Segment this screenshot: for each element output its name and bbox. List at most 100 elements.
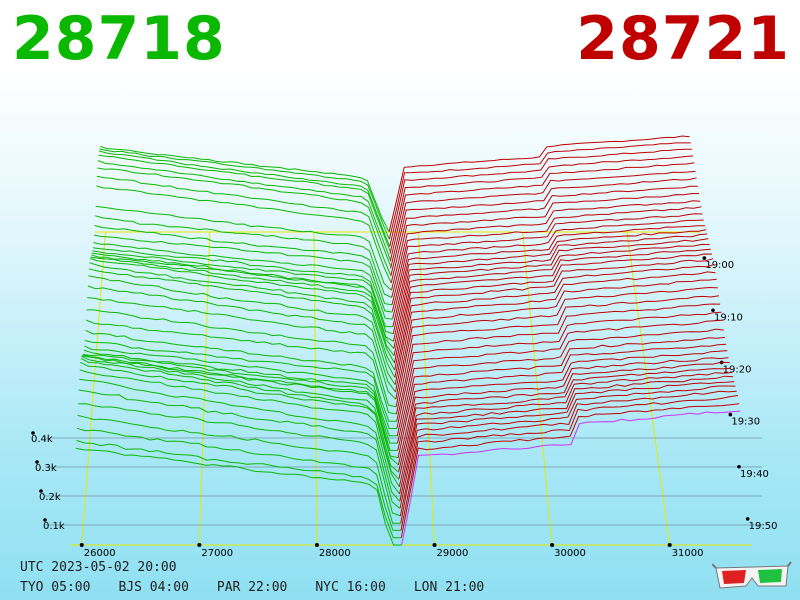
ask-depth-line (397, 343, 727, 458)
time-tick-label: 19:10 (714, 312, 743, 323)
time-tick-dot (702, 256, 707, 260)
bid-depth-line (88, 268, 396, 378)
ask-depth-line (390, 185, 698, 284)
ask-depth-line (391, 193, 700, 291)
ask-depth-line (393, 238, 709, 349)
bid-depth-line (76, 427, 401, 531)
ask-depth-line (388, 142, 691, 240)
bid-depth-line (80, 361, 400, 488)
depth-tick-dot (31, 431, 35, 435)
ask-depth-line (391, 206, 702, 305)
ask-depth-line (394, 253, 713, 371)
depth-tick-label: 0.1k (43, 521, 65, 532)
ask-depth-line (395, 295, 720, 415)
ask-depth-line (398, 367, 731, 487)
bid-depth-line (85, 329, 397, 422)
grid-line-x (198, 231, 211, 546)
ask-depth-line (393, 233, 708, 342)
bid-depth-line (85, 319, 397, 415)
bid-depth-line (100, 146, 390, 233)
price-tick-label: 28000 (319, 548, 351, 559)
ask-depth-line (395, 286, 718, 407)
ask-depth-line (392, 229, 707, 335)
depth-tick-label: 0.4k (31, 434, 53, 445)
depth-tick-label: 0.2k (39, 492, 61, 503)
timezone-tyo: TYO 05:00 (20, 580, 91, 595)
bid-depth-line (92, 250, 394, 335)
bid-depth-line (96, 185, 392, 284)
bid-depth-line (99, 148, 390, 240)
price-tick-label: 29000 (437, 548, 469, 559)
ask-depth-line (395, 278, 717, 400)
ask-depth-line (388, 135, 690, 232)
bid-depth-line (98, 150, 391, 247)
bid-depth-line (78, 403, 401, 517)
bid-depth-line (87, 297, 397, 400)
price-tick-dot (550, 543, 555, 547)
bid-depth-line (96, 175, 392, 276)
ask-depth-line (394, 264, 715, 385)
time-tick-dot (745, 517, 750, 521)
ask-depth-line (397, 328, 724, 444)
bid-depth-line (97, 160, 391, 260)
timezone-list: TYO 05:00 BJS 04:00 PAR 22:00 NYC 16:00 … (20, 580, 512, 595)
ask-depth-line (393, 248, 711, 364)
bid-depth-line (77, 414, 401, 524)
bid-depth-line (93, 242, 393, 320)
price-tick-label: 26000 (84, 548, 116, 559)
price-tick-label: 30000 (554, 548, 586, 559)
bid-depth-line (82, 355, 399, 466)
bid-depth-line (90, 256, 395, 357)
bid-depth-line (83, 354, 398, 451)
bid-depth-line (84, 345, 398, 437)
timezone-par: PAR 22:00 (216, 580, 288, 595)
ask-depth-line (391, 200, 701, 298)
bid-depth-line (94, 225, 393, 306)
bid-depth-line (88, 275, 396, 386)
bid-depth-line (79, 369, 401, 495)
bid-depth-line (79, 378, 401, 502)
time-tick-label: 19:40 (740, 469, 769, 480)
ask-depth-line (401, 410, 741, 546)
bid-depth-line (75, 447, 402, 546)
bid-depth-line (93, 234, 393, 313)
price-tick-dot (79, 543, 84, 547)
bid-depth-line (89, 257, 395, 364)
bid-depth-line (76, 439, 402, 539)
depth-chart: 0.1k 0.2k 0.3k 0.4k 26000 27000 28000 29000 3000… (31, 135, 778, 559)
time-tick-label: 19:50 (749, 521, 778, 532)
bid-depth-line (94, 215, 393, 298)
ask-depth-line (400, 403, 740, 538)
timezone-lon: LON 21:00 (413, 580, 485, 595)
3d-glasses-icon[interactable] (712, 560, 792, 592)
depth-tick-dot (43, 518, 47, 522)
price-tick-dot (197, 543, 202, 547)
grid-line-x (81, 231, 106, 546)
ask-depth-line (400, 395, 738, 531)
grid-line-x (417, 231, 436, 546)
bid-depth-line (78, 389, 401, 509)
bid-depth-line (89, 262, 396, 371)
timezone-nyc: NYC 16:00 (315, 580, 386, 595)
time-tick-dot (728, 412, 733, 417)
time-tick-dot (711, 308, 715, 313)
ask-depth-line (389, 162, 695, 262)
bid-depth-line (91, 254, 395, 349)
ask-depth-line (397, 336, 725, 451)
bid-depth-line (98, 154, 391, 252)
price-tick-dot (314, 543, 319, 547)
grid-line-x (313, 231, 318, 546)
price-tick-dot (667, 543, 672, 547)
ask-depth-line (399, 385, 736, 516)
time-tick-label: 19:30 (731, 417, 760, 428)
ask-depth-line (398, 357, 729, 472)
ask-depth-line (392, 225, 705, 327)
ask-depth-line (395, 271, 716, 392)
ask-depth-line (390, 177, 697, 276)
ask-depth-line (397, 350, 728, 465)
timezone-bjs: BJS 04:00 (118, 580, 189, 595)
bid-price: 28718 (12, 4, 226, 74)
ask-depth-line (394, 258, 714, 378)
price-tick-dot (432, 543, 437, 547)
ask-depth-line (396, 311, 722, 429)
